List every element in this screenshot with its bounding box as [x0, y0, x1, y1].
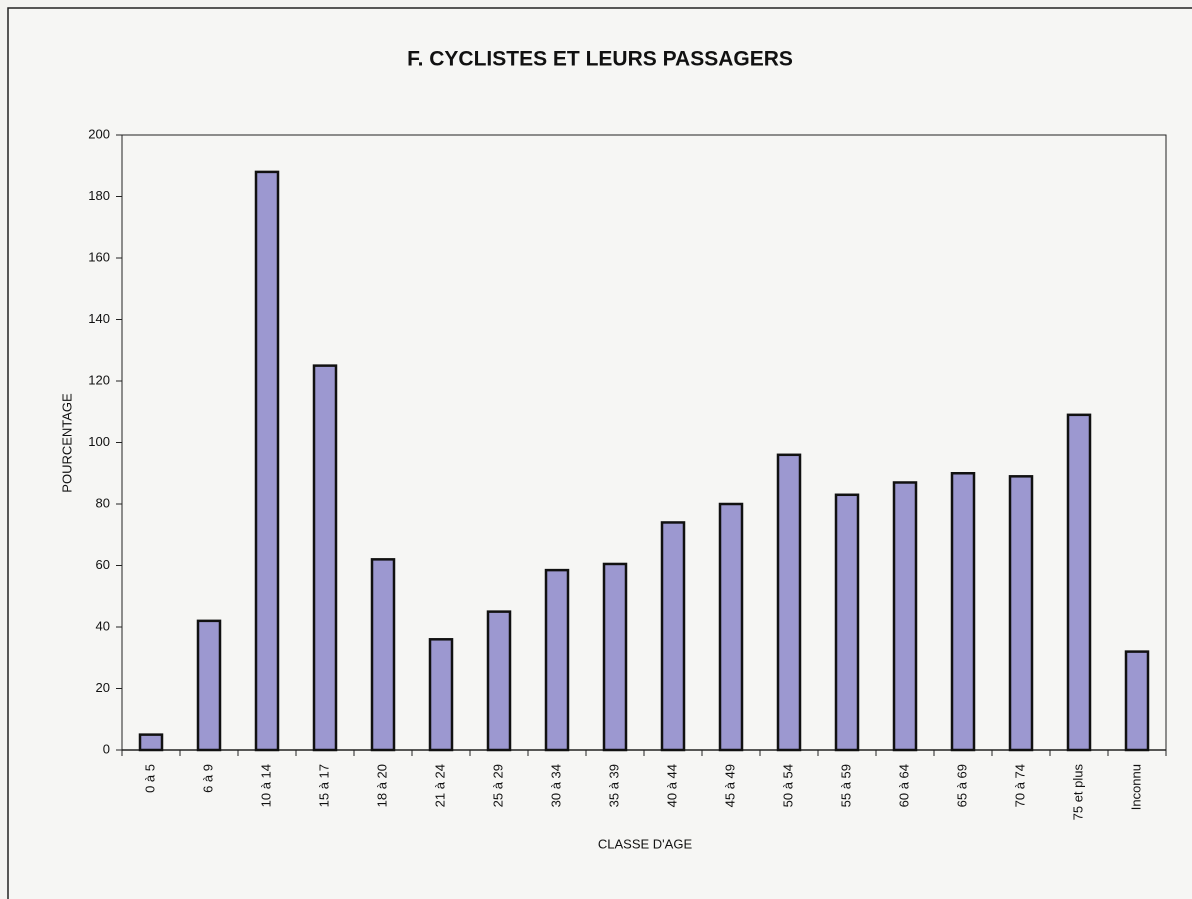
y-tick-label: 80: [96, 495, 110, 510]
x-tick-label: 60 à 64: [896, 764, 911, 807]
bar: [312, 364, 338, 752]
bar: [718, 502, 744, 752]
y-tick-label: 120: [88, 372, 110, 387]
bar: [544, 568, 570, 752]
x-tick-label: 65 à 69: [954, 764, 969, 807]
bar: [1008, 475, 1034, 752]
x-tick-label: 40 à 44: [664, 764, 679, 807]
bar: [776, 453, 802, 752]
x-tick-label: 25 à 29: [490, 764, 505, 807]
bar: [660, 521, 686, 752]
x-tick-label: 50 à 54: [780, 764, 795, 807]
bar: [602, 562, 628, 752]
x-tick-label: 15 à 17: [316, 764, 331, 807]
bar: [428, 638, 454, 752]
bar: [834, 493, 860, 752]
y-tick-label: 100: [88, 434, 110, 449]
bar: [950, 472, 976, 752]
y-tick-label: 200: [88, 126, 110, 141]
x-tick-label: 18 à 20: [374, 764, 389, 807]
bar: [196, 619, 222, 752]
x-tick-label: 70 à 74: [1012, 764, 1027, 807]
y-tick-label: 20: [96, 680, 110, 695]
x-tick-label: 6 à 9: [200, 764, 215, 793]
x-tick-label: 30 à 34: [548, 764, 563, 807]
y-axis-label: POURCENTAGE: [59, 393, 74, 493]
y-tick-label: 180: [88, 188, 110, 203]
y-tick-label: 0: [103, 741, 110, 756]
y-tick-label: 40: [96, 618, 110, 633]
y-tick-label: 160: [88, 249, 110, 264]
chart-title: F. CYCLISTES ET LEURS PASSAGERS: [407, 48, 793, 71]
y-tick-label: 140: [88, 311, 110, 326]
bar: [892, 481, 918, 752]
bar: [1124, 650, 1150, 752]
x-tick-label: 10 à 14: [258, 764, 273, 807]
x-tick-label: 55 à 59: [838, 764, 853, 807]
x-axis-label: CLASSE D'AGE: [598, 836, 693, 851]
x-tick-label: 35 à 39: [606, 764, 621, 807]
x-tick-label: 21 à 24: [432, 764, 447, 807]
bar: [254, 170, 280, 752]
bar: [370, 558, 396, 752]
bar: [486, 610, 512, 752]
x-tick-label: 0 à 5: [142, 764, 157, 793]
x-tick-label: 75 et plus: [1070, 764, 1085, 821]
bar: [1066, 413, 1092, 752]
bar: [138, 733, 164, 752]
y-tick-label: 60: [96, 557, 110, 572]
x-tick-label: Inconnu: [1128, 764, 1143, 810]
x-tick-label: 45 à 49: [722, 764, 737, 807]
